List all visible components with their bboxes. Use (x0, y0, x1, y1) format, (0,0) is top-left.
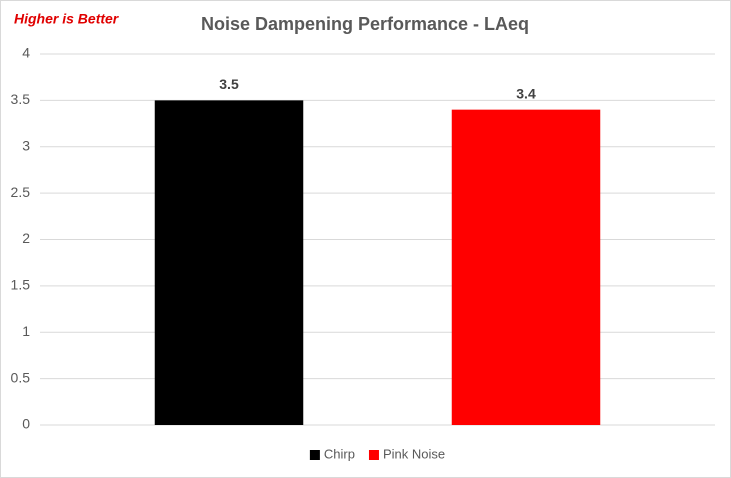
y-tick-label: 0 (22, 416, 30, 432)
legend-label: Chirp (324, 446, 355, 461)
y-tick-label: 4 (22, 45, 30, 61)
data-label: 3.4 (516, 85, 536, 101)
chart-title: Noise Dampening Performance - LAeq (201, 14, 529, 34)
y-tick-label: 1 (22, 323, 30, 339)
y-tick-label: 3.5 (11, 91, 31, 107)
y-tick-label: 3 (22, 137, 30, 153)
annotation: Higher is Better (14, 11, 120, 27)
y-tick-label: 0.5 (11, 369, 31, 385)
legend-swatch (309, 450, 320, 460)
bar (451, 109, 601, 426)
legend-swatch (368, 450, 379, 460)
legend-label: Pink Noise (383, 446, 445, 461)
bar (154, 100, 304, 425)
y-tick-label: 2.5 (11, 184, 31, 200)
y-tick-label: 2 (22, 230, 30, 246)
data-label: 3.5 (219, 76, 239, 92)
y-tick-label: 1.5 (11, 277, 31, 293)
